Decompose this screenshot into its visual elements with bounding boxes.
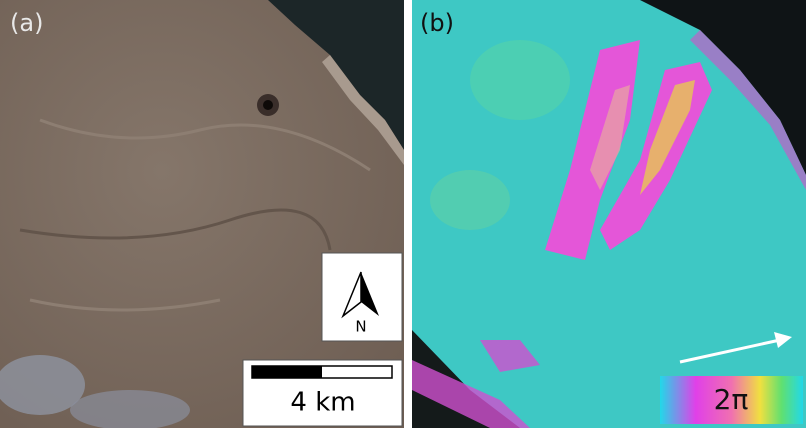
panel-b: (b) 2π [412, 0, 806, 428]
panel-label: (b) [420, 9, 454, 37]
marker [263, 100, 273, 110]
colorbar-label: 2π [714, 383, 749, 416]
page: (a) N 4 km (b) 2π (() => { const data = … [0, 0, 806, 428]
scale-label: 4 km [290, 388, 355, 418]
figure: (a) N 4 km (b) 2π [0, 0, 806, 428]
scale-bar [252, 366, 322, 378]
noise [470, 40, 570, 120]
panel-a: (a) N 4 km [0, 0, 404, 428]
noise [430, 170, 510, 230]
panel-label: (a) [10, 9, 43, 37]
north-label: N [355, 318, 366, 336]
